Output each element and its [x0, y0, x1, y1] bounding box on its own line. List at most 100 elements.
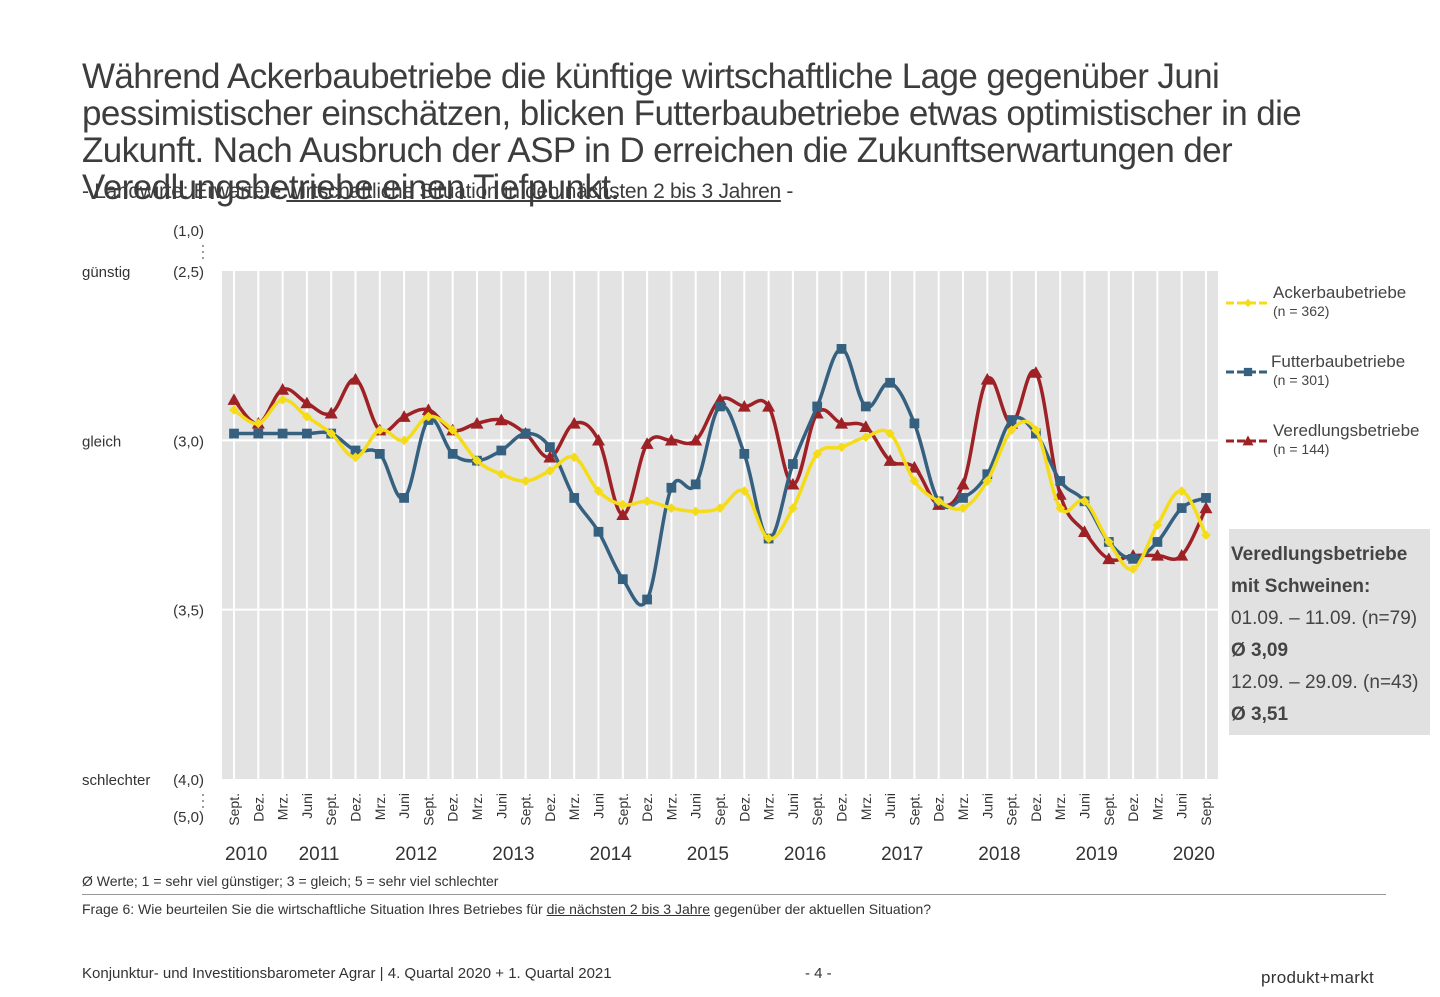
data-point [350, 452, 361, 463]
axis-break-dot [202, 800, 204, 802]
x-tick-label: Mrz. [469, 793, 485, 820]
x-tick-label: Juni [1077, 793, 1093, 819]
data-point [812, 449, 823, 459]
data-point [642, 496, 652, 507]
y-side-label: gleich [82, 433, 121, 450]
data-point [1175, 548, 1189, 561]
data-point [1055, 503, 1066, 513]
x-tick-label: Dez. [639, 793, 655, 822]
axis-break-dot [202, 251, 204, 253]
y-tick-label: (1,0) [173, 223, 204, 240]
page-headline: Während Ackerbaubetriebe die künftige wi… [82, 57, 1302, 207]
x-tick-label: Sept. [226, 793, 242, 826]
x-tick-label: Juni [493, 793, 509, 819]
infobox-subtitle: mit Schweinen: [1231, 576, 1371, 597]
data-point [229, 404, 239, 415]
data-point [472, 455, 482, 466]
data-point [421, 403, 435, 416]
data-point [859, 420, 873, 432]
legend [1226, 298, 1270, 446]
data-point [739, 486, 750, 497]
data-point [1006, 415, 1017, 425]
y-side-label: günstig [82, 264, 130, 281]
infobox-title: Veredlungsbetriebe [1231, 544, 1408, 565]
data-point [277, 428, 288, 439]
data-point [836, 344, 847, 354]
page-number: - 4 - [805, 965, 832, 982]
x-tick-label: Sept. [1198, 793, 1214, 826]
data-point [689, 433, 703, 446]
x-tick-label: Sept. [323, 793, 339, 826]
y-side-label: schlechter [82, 772, 150, 789]
x-tick-label: Juni [299, 793, 315, 819]
data-point [397, 410, 411, 422]
data-point [324, 406, 338, 419]
x-year-label: 2010 [225, 844, 267, 865]
footer-text: Konjunktur- und Investitionsbarometer Ag… [82, 965, 612, 982]
data-point [1128, 564, 1138, 574]
data-point [350, 445, 361, 456]
axis-break-dot [202, 794, 204, 796]
legend-label-ackerbau: Ackerbaubetriebe [1273, 283, 1407, 302]
data-point [1078, 525, 1091, 537]
series-diamond [229, 394, 1211, 574]
data-point [616, 508, 630, 521]
x-tick-label: Sept. [906, 793, 922, 826]
data-point [958, 493, 968, 503]
data-point [786, 477, 800, 490]
data-point [374, 425, 385, 436]
y-tick-label: (3,5) [173, 603, 204, 620]
data-point [1031, 425, 1041, 436]
data-point [496, 469, 507, 480]
x-tick-label: Sept. [809, 793, 825, 826]
data-point [593, 486, 604, 497]
data-point [788, 503, 798, 513]
data-point [302, 428, 312, 439]
x-year-label: 2016 [784, 844, 826, 865]
data-point [1176, 503, 1187, 513]
info-box: Veredlungsbetriebe mit Schweinen: 01.09.… [1229, 529, 1430, 735]
y-axis: (1,0) (2,5) (3,0) (3,5) (4,0) (5,0) günstig gle… [82, 223, 204, 826]
x-tick-label: Dez. [1125, 793, 1141, 822]
infobox-avg-2: Ø 3,51 [1231, 704, 1289, 725]
data-point [1079, 496, 1090, 507]
data-point [1029, 366, 1043, 378]
data-point [1201, 530, 1211, 541]
data-point [302, 411, 312, 422]
data-point [666, 503, 677, 513]
scale-note: Ø Werte; 1 = sehr viel günstiger; 3 = gl… [82, 873, 499, 889]
divider [82, 894, 1386, 895]
x-tick-label: Sept. [615, 793, 631, 826]
data-point [1201, 493, 1211, 503]
chart-subtitle: - Landwirte: Erwartete wirtschaftliche S… [82, 180, 793, 204]
x-year-label: 2017 [881, 844, 923, 865]
legend-marker [1243, 298, 1253, 308]
data-point [1006, 425, 1017, 436]
x-tick-label: Sept. [420, 793, 436, 826]
data-point [374, 449, 385, 459]
data-point [690, 506, 701, 517]
data-point [253, 428, 264, 439]
axis-break-dot [202, 257, 204, 259]
legend-marker [1242, 435, 1254, 446]
axis-break-dot [202, 806, 204, 808]
data-point [276, 383, 290, 395]
data-point [956, 477, 970, 490]
subtitle-prefix: - Landwirte: Erwartete [82, 180, 287, 203]
question-prefix: Frage 6: Wie beurteilen Sie die wirtscha… [82, 901, 547, 917]
data-point [860, 432, 871, 442]
grid [222, 271, 1218, 779]
data-point [885, 377, 895, 388]
x-tick-label: Sept. [1101, 793, 1117, 826]
data-point [592, 433, 605, 446]
x-tick-label: Sept. [712, 793, 728, 826]
x-year-label: 2012 [395, 844, 437, 865]
data-point [982, 469, 993, 480]
x-tick-label: Dez. [250, 793, 266, 822]
data-point [277, 394, 288, 405]
data-point [666, 482, 677, 493]
data-point [470, 416, 484, 429]
data-point [567, 416, 581, 429]
x-tick-label: Dez. [736, 793, 752, 822]
data-point [883, 454, 897, 466]
